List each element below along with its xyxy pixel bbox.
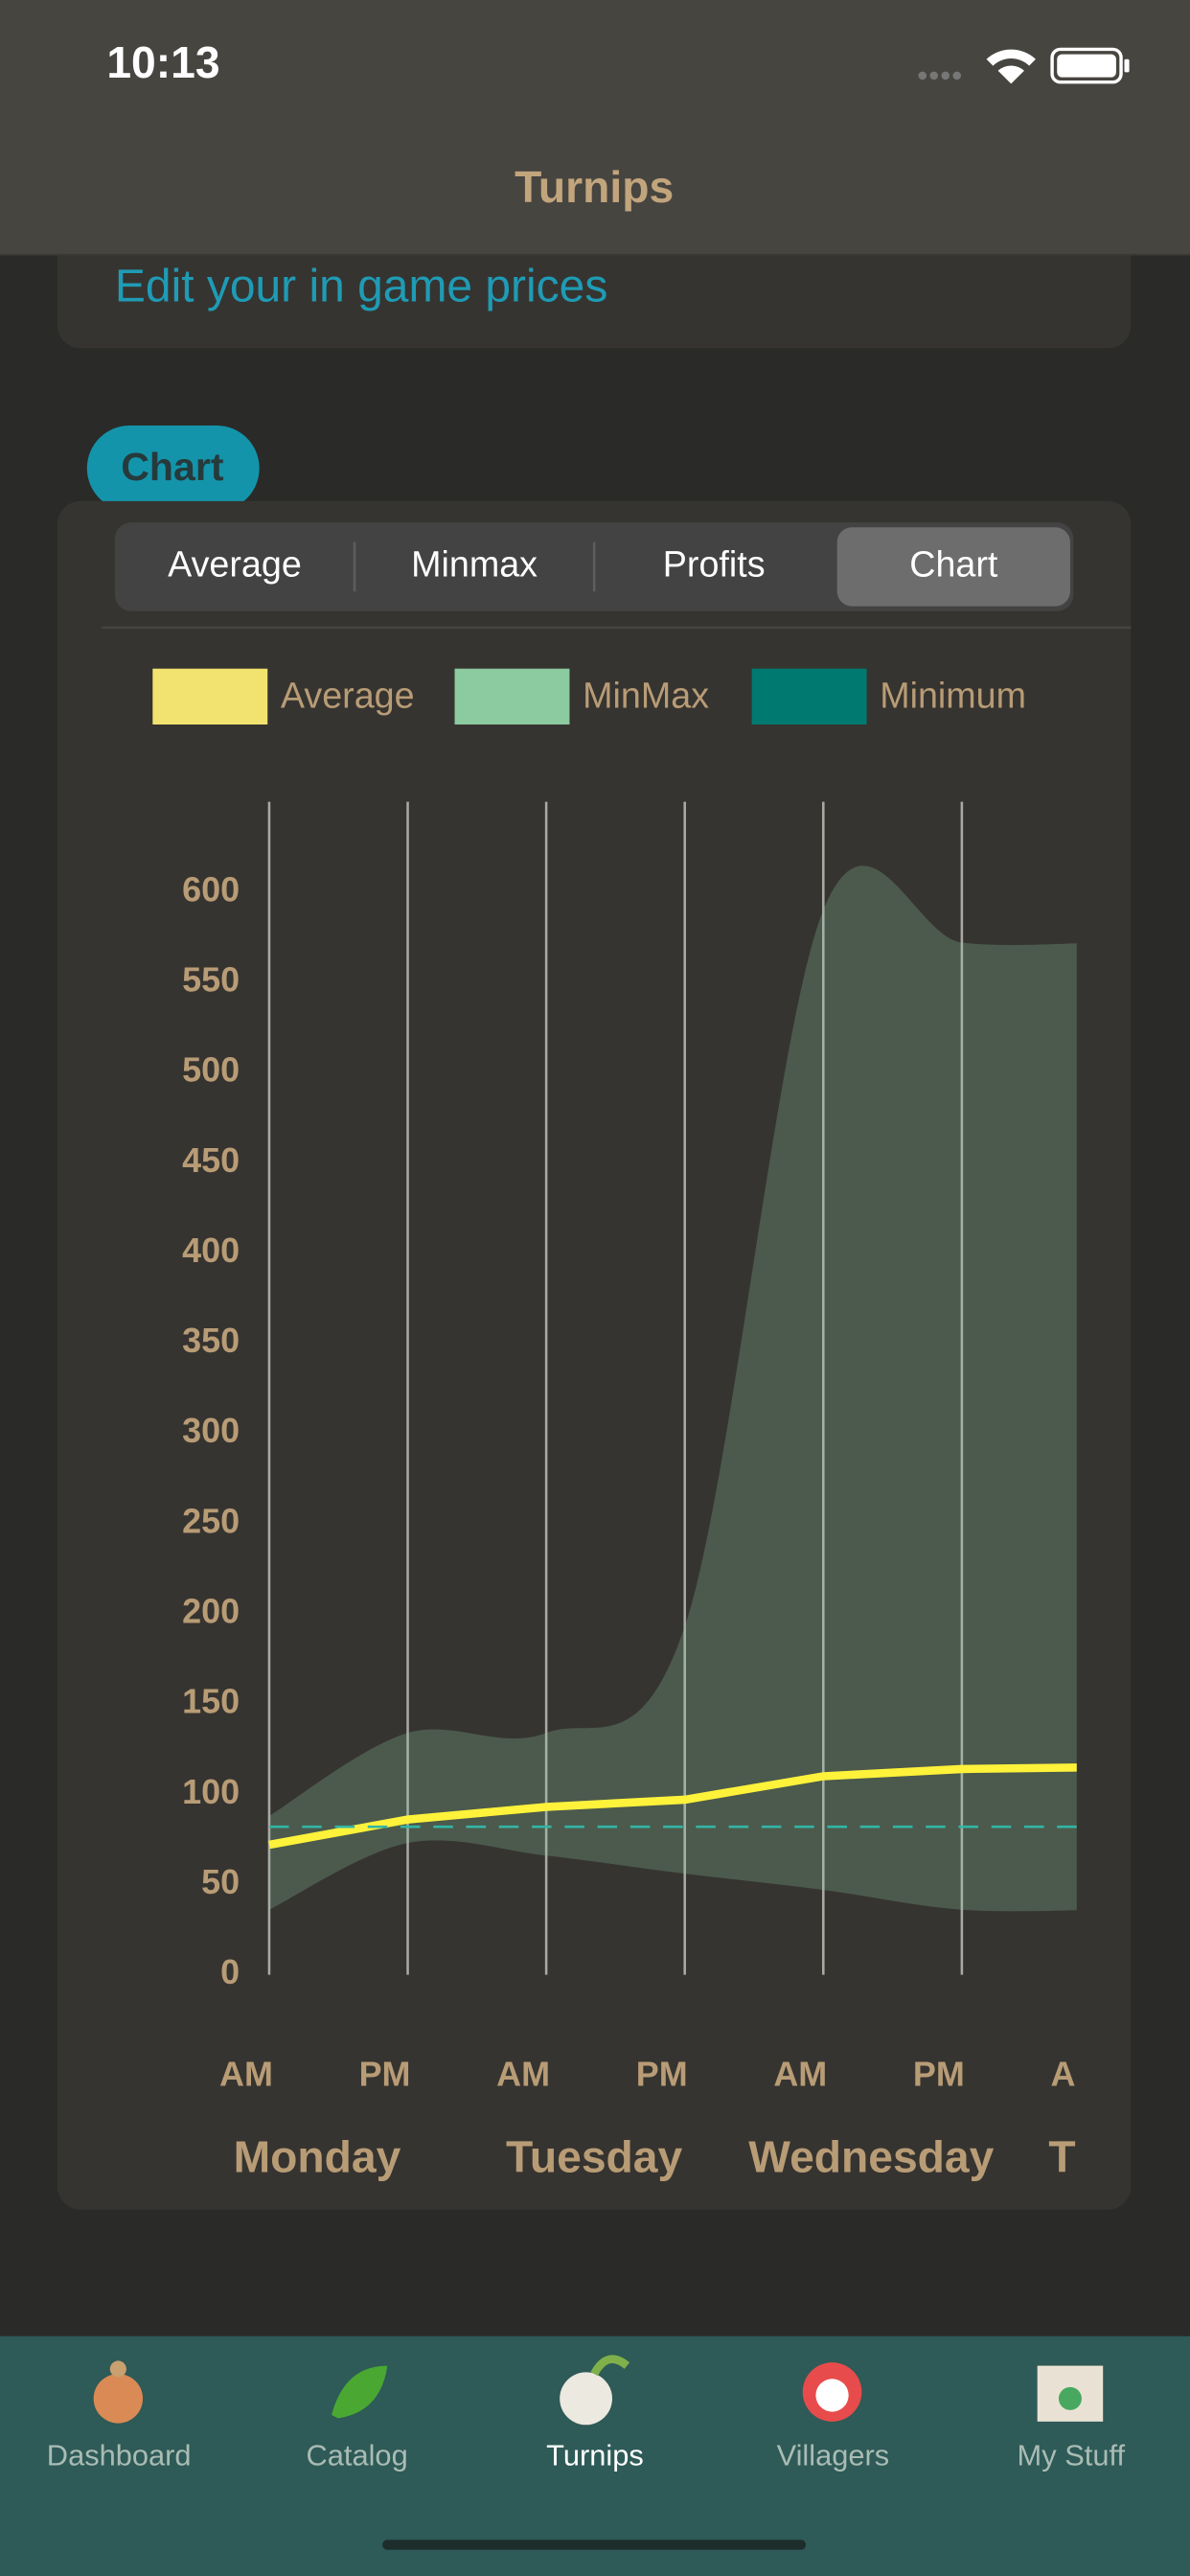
- tab-label[interactable]: Turnips: [546, 2439, 644, 2472]
- y-tick-label: 450: [182, 1140, 240, 1180]
- average-line: [268, 1763, 1077, 1850]
- segment-label[interactable]: Minmax: [411, 543, 538, 584]
- tab-label[interactable]: My Stuff: [1018, 2439, 1126, 2472]
- y-tick-label: 300: [182, 1411, 240, 1450]
- day-label: Monday: [234, 2131, 401, 2181]
- legend-label: Minimum: [880, 676, 1026, 716]
- tab-label[interactable]: Villagers: [777, 2439, 890, 2472]
- y-tick-label: 400: [182, 1230, 240, 1270]
- segments: Average Minmax Profits Chart: [168, 527, 1070, 607]
- section-badge-label: Chart: [121, 445, 224, 489]
- day-label: Thursday: [1048, 2131, 1190, 2181]
- y-tick-label: 350: [182, 1321, 240, 1360]
- y-tick-label: 150: [182, 1682, 240, 1721]
- legend-label: Average: [281, 676, 415, 716]
- x-tick-label: PM: [636, 2054, 688, 2093]
- nav-title: Turnips: [515, 162, 674, 212]
- status-time: 10:13: [106, 37, 219, 87]
- segment-label[interactable]: Chart: [909, 543, 998, 584]
- y-tick-label: 550: [182, 959, 240, 999]
- section-badge: [86, 426, 260, 512]
- segment-label[interactable]: Average: [168, 543, 302, 584]
- x-tick-label: PM: [913, 2054, 965, 2093]
- plot-area: AM PM AM PM AM PM AM Monday Tuesday Wednesday Thur…: [219, 801, 1190, 2182]
- nav-bar: [0, 0, 1190, 255]
- y-tick-label: 250: [182, 1501, 240, 1540]
- home-indicator: [382, 2540, 807, 2550]
- edit-link[interactable]: Edit your in game prices: [115, 261, 607, 311]
- y-tick-label: 200: [182, 1591, 240, 1630]
- plot: 0 50 100 150 200 250 300 350 400 450 500 550 600 AM PM…: [182, 801, 1190, 2182]
- y-tick-label: 500: [182, 1050, 240, 1090]
- x-tick-label: AM: [219, 2054, 273, 2093]
- legend-swatch: [751, 668, 867, 724]
- legend-label: MinMax: [583, 676, 709, 716]
- minmax-band: [268, 865, 1077, 1912]
- segment-label[interactable]: Profits: [663, 543, 766, 584]
- tab-label[interactable]: Catalog: [306, 2439, 407, 2472]
- legend: Average MinMax Minimum: [152, 668, 1026, 724]
- tabs: Dashboard Catalog Turnips Villagers My Stuff: [47, 2439, 1126, 2472]
- y-tick-label: 100: [182, 1772, 240, 1811]
- x-tick-label: AM: [773, 2054, 827, 2093]
- chart-card: [57, 500, 1132, 2210]
- x-tick-label: PM: [359, 2054, 411, 2093]
- status-icons: [918, 47, 1130, 84]
- segment-selected: [836, 527, 1070, 607]
- x-tick-label: AM: [1051, 2054, 1105, 2093]
- legend-swatch: [454, 668, 570, 724]
- x-tick-label: AM: [496, 2054, 550, 2093]
- tab-label[interactable]: Dashboard: [47, 2439, 192, 2472]
- y-tick-label: 0: [220, 1952, 240, 1991]
- day-label: Wednesday: [748, 2131, 994, 2181]
- y-tick-label: 50: [201, 1862, 240, 1901]
- tab-icons: [93, 2355, 1104, 2426]
- y-tick-label: 600: [182, 869, 240, 908]
- day-label: Tuesday: [506, 2131, 682, 2181]
- legend-swatch: [152, 668, 268, 724]
